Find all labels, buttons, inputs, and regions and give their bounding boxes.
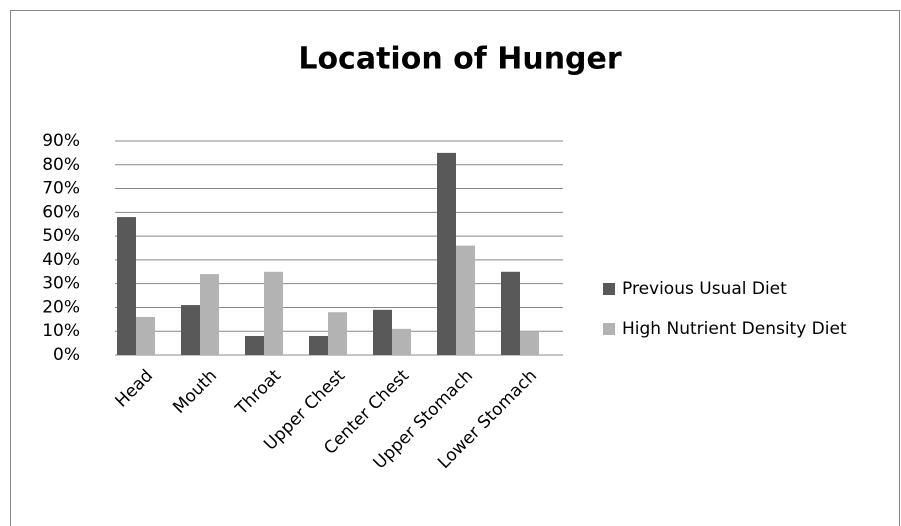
bar (245, 335, 264, 355)
bar (136, 316, 155, 355)
chart-title: Location of Hunger (298, 42, 622, 77)
y-tick-label: 50% (42, 226, 80, 246)
y-tick-label: 60% (42, 202, 80, 222)
bar (181, 305, 200, 355)
y-tick-label: 30% (42, 274, 80, 294)
bar (456, 245, 475, 355)
bar (309, 335, 328, 355)
bar (328, 312, 347, 355)
y-tick-label: 10% (42, 321, 80, 341)
bar (437, 152, 456, 355)
legend-swatch (603, 283, 615, 295)
y-tick-label: 70% (42, 179, 80, 199)
bar (200, 274, 219, 355)
bar (520, 331, 539, 355)
legend-swatch (603, 323, 615, 335)
y-tick-label: 80% (42, 155, 80, 175)
bar (392, 328, 411, 355)
bar (501, 271, 520, 355)
bar (264, 271, 283, 355)
y-tick-label: 20% (42, 297, 80, 317)
bar (117, 217, 136, 355)
y-tick-label: 40% (42, 250, 80, 270)
y-tick-label: 90% (42, 131, 80, 151)
legend-label: Previous Usual Diet (622, 279, 787, 299)
bar (373, 309, 392, 355)
legend-label: High Nutrient Density Diet (622, 319, 847, 339)
y-tick-label: 0% (53, 345, 80, 365)
